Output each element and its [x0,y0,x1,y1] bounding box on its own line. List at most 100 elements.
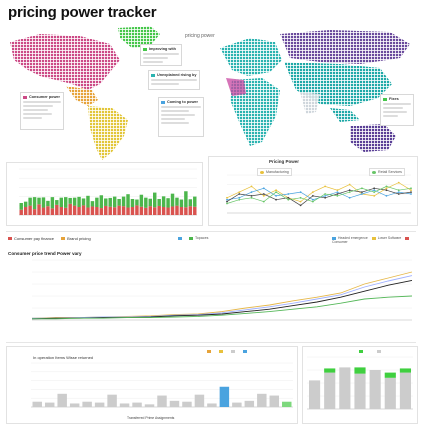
bar-segment [175,197,179,206]
bar-segment [72,205,77,215]
data-point [250,191,253,193]
data-point [385,195,388,197]
bar-segment [81,198,86,206]
data-point [373,195,376,197]
bar-segment [32,197,37,210]
bar [132,402,142,407]
bar [282,401,292,407]
legend-asia: Fixes [380,94,414,126]
data-point [299,200,302,203]
data-point [361,191,363,193]
bar [157,395,167,407]
data-point [397,189,400,192]
bar-segment [41,197,46,208]
tag-manufacturing: Manufacturing [257,168,292,176]
bar-segment [126,194,130,208]
bar-segment [384,377,396,409]
legend-item-brand-pricing: Brand pricing [67,236,91,241]
bar-segment [64,207,68,215]
legend-item-consumer: Consumer [332,240,348,244]
data-point [238,191,241,193]
bar [257,393,267,407]
bar-segment [121,196,126,207]
region-australia [350,124,396,152]
bar [219,386,230,407]
data-point [287,198,290,201]
data-point [410,191,412,193]
bottom-right-chart [307,356,413,410]
bar-segment [46,206,50,215]
bar-segment [95,197,99,207]
bar-segment [86,207,90,215]
data-point [361,193,363,195]
pricing-power-panel: Pricing Power Manufacturing Retail Servi… [208,156,418,226]
data-point [287,196,290,199]
legend-item-consumer-pay: Consumer pay finance [14,236,55,241]
bar-segment [184,207,188,215]
data-point [348,183,351,186]
bar-segment [117,205,121,215]
series-line [226,186,412,204]
data-point [275,195,277,197]
bar-segment [399,368,411,373]
bar-segment [55,200,59,205]
bar-segment [19,202,23,210]
bar-segment [59,206,63,215]
bar-segment [139,194,144,207]
data-point [324,195,327,197]
bar-segment [153,192,157,208]
bar-segment [144,207,148,215]
bar-segment [90,206,95,215]
bar-segment [193,196,197,207]
bar [107,394,117,407]
data-point [373,187,376,190]
data-point [324,185,327,188]
data-point [311,191,314,193]
region-africa [230,78,280,146]
data-point [262,187,265,190]
line-chart-title: Consumer price trend Power vary [8,251,82,256]
bar-segment [28,205,32,215]
bar-segment [72,197,77,206]
bar-segment [188,206,193,215]
bar-segment [161,206,166,215]
bar-segment [32,209,37,215]
bar-segment [28,197,32,206]
bar-segment [81,205,86,215]
data-point [262,200,265,203]
bar-segment [108,197,112,207]
bar-segment [135,205,139,215]
bar-segment [68,197,72,204]
data-point [373,191,376,193]
bar-segment [112,207,117,215]
bar-segment [99,195,104,209]
bar [169,400,180,407]
series-line [32,295,413,320]
bar-segment [104,205,108,215]
data-point [348,189,351,192]
bottom-xlabel: Transferred Prime Assignments [127,416,175,420]
legend-mid: Topaces [178,236,208,240]
stacked-bar-panel [6,162,203,226]
bar-segment [170,193,175,207]
data-point [348,191,351,193]
bar [32,401,42,407]
data-point [238,193,241,195]
bar-segment [161,196,166,207]
data-point [324,193,327,195]
data-point [238,196,241,199]
legend-item-lower-software: Lower Software [377,236,402,240]
data-point [262,193,265,195]
bar-segment [90,201,95,207]
region-asia [284,62,392,106]
data-point [311,200,314,203]
bar-segment [95,206,99,215]
bar-segment [99,208,104,215]
data-point [275,189,277,192]
data-point [287,193,290,195]
bar-segment [175,205,179,215]
bar-segment [68,203,72,215]
data-point [299,196,302,199]
bar-segment [117,198,121,206]
bar-segment [126,207,130,215]
